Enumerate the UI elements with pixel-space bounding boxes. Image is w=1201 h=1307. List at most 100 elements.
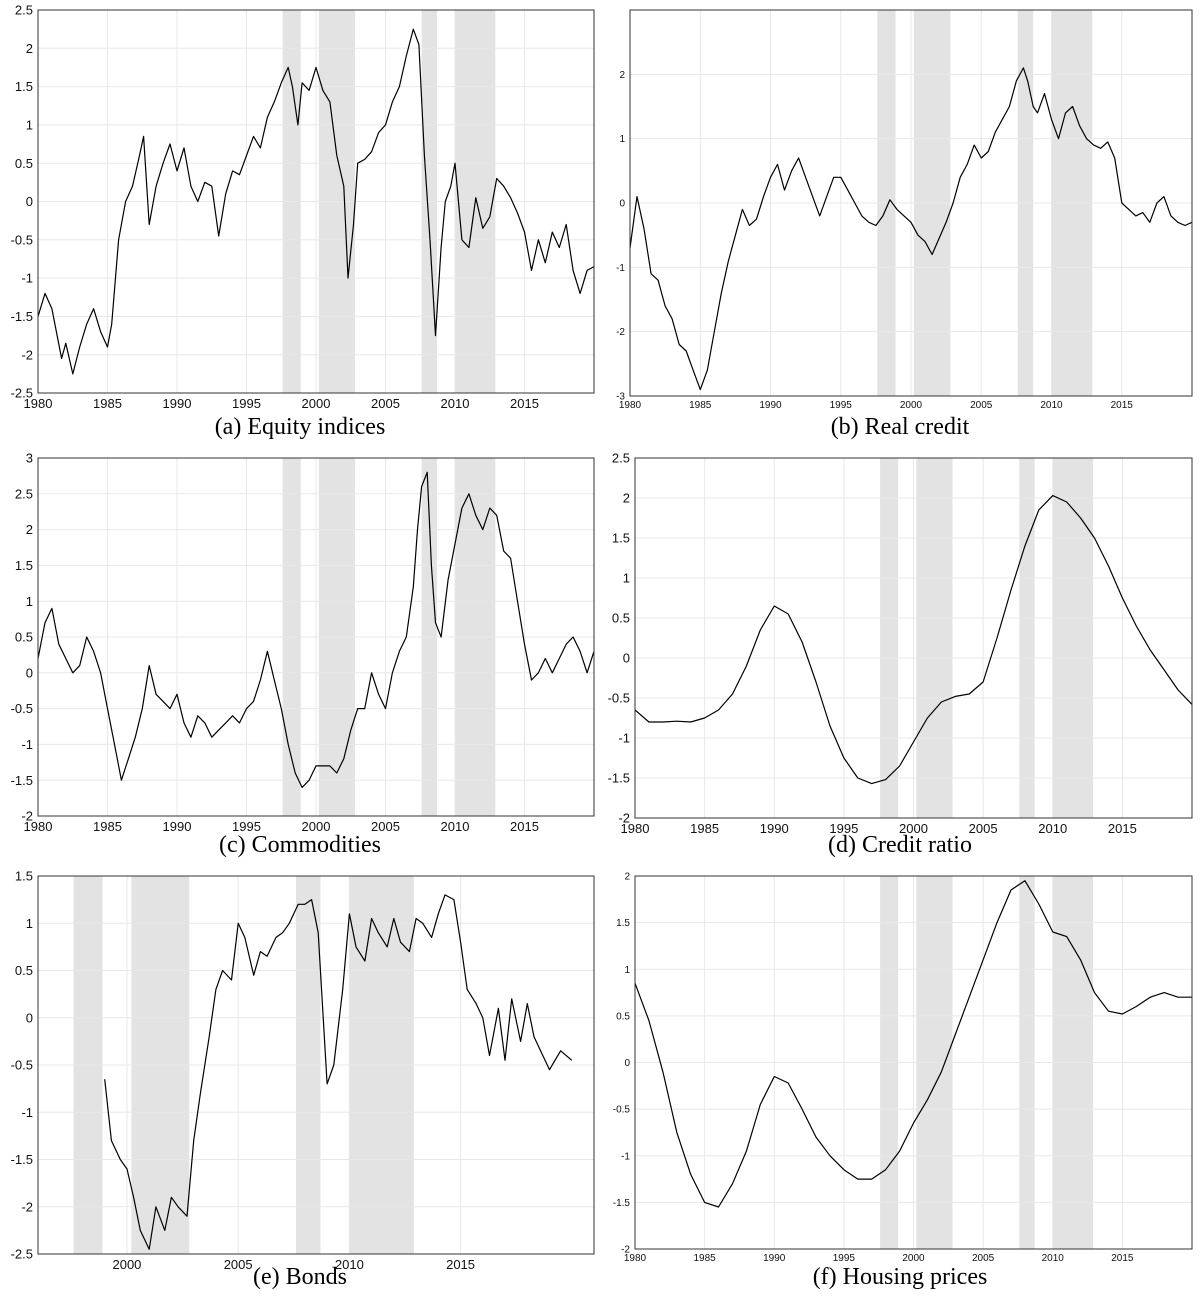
y-tick-label: 3 (26, 451, 33, 466)
y-tick-label: 1 (619, 134, 625, 145)
y-tick-label: 0.5 (612, 611, 630, 626)
x-tick-label: 1995 (833, 1253, 856, 1264)
panel-caption: (e) Bonds (253, 1264, 347, 1290)
x-tick-label: 2000 (899, 821, 928, 836)
x-tick-label: 2015 (1108, 821, 1137, 836)
x-tick-label: 1990 (163, 396, 192, 411)
y-tick-label: -1.5 (613, 1198, 631, 1209)
x-tick-label: 1985 (694, 1253, 717, 1264)
x-tick-label: 1980 (621, 821, 650, 836)
x-tick-label: 2015 (1111, 1253, 1134, 1264)
x-tick-label: 2000 (302, 819, 331, 834)
x-tick-label: 2010 (1040, 400, 1063, 411)
y-tick-label: -1.5 (11, 1152, 33, 1167)
x-tick-label: 1995 (829, 821, 858, 836)
x-tick-label: 2015 (446, 1257, 475, 1272)
x-tick-label: 1990 (759, 400, 782, 411)
y-tick-label: -0.5 (11, 701, 33, 716)
x-tick-label: 1980 (24, 396, 53, 411)
panel-caption: (b) Real credit (831, 414, 970, 440)
y-tick-label: 1 (623, 571, 630, 586)
y-tick-label: 0.5 (616, 1011, 630, 1022)
series-line (634, 880, 1192, 1208)
plot-frame (634, 457, 1193, 819)
y-tick-label: 0 (624, 1058, 630, 1069)
series-line (629, 67, 1193, 391)
chart-panel-3: 1980 1985 1990 1995 2000 2005 2010 2015 -2 -1.5 -1… (11, 451, 595, 858)
y-tick-label: -0.5 (608, 691, 630, 706)
y-tick-label: -1 (621, 1151, 630, 1162)
x-tick-label: 2000 (112, 1257, 141, 1272)
y-tick-label: 0 (619, 199, 625, 210)
x-tick-label: 2010 (441, 819, 470, 834)
plot-frame (629, 9, 1193, 397)
x-tick-label: 1985 (93, 819, 122, 834)
x-tick-label: 2005 (969, 821, 998, 836)
y-tick-label: -1 (21, 737, 33, 752)
x-tick-label: 1985 (93, 396, 122, 411)
x-tick-label: 2000 (302, 396, 331, 411)
y-tick-label: 0 (26, 665, 33, 680)
panel-caption: (a) Equity indices (215, 414, 386, 440)
y-tick-label: 2 (26, 41, 33, 56)
series-line (37, 471, 595, 788)
y-tick-label: -3 (616, 392, 625, 403)
recession-band (1019, 458, 1035, 818)
x-tick-label: 1990 (163, 819, 192, 834)
series-line (634, 495, 1193, 785)
y-tick-label: -0.5 (11, 1058, 33, 1073)
y-tick-label: -1 (616, 263, 625, 274)
x-tick-label: 1980 (619, 400, 642, 411)
y-tick-label: 0 (623, 651, 630, 666)
y-tick-label: -1.5 (11, 309, 33, 324)
recession-band (916, 458, 953, 818)
x-tick-label: 2015 (1111, 400, 1134, 411)
panel-caption: (f) Housing prices (813, 1264, 988, 1290)
y-tick-label: -2 (21, 1199, 33, 1214)
y-tick-label: 1 (26, 117, 33, 132)
y-tick-label: -1 (618, 731, 630, 746)
x-tick-label: 1980 (24, 819, 53, 834)
plot-frame (37, 457, 595, 817)
recession-band (1052, 458, 1094, 818)
y-tick-label: -2 (618, 811, 630, 826)
y-tick-label: -2.5 (11, 386, 33, 401)
chart-panel-1: 1980 1985 1990 1995 2000 2005 2010 2015 -2.5 -2 -1… (11, 3, 595, 440)
y-tick-label: 1 (26, 594, 33, 609)
y-tick-label: 0 (26, 194, 33, 209)
x-tick-label: 2005 (224, 1257, 253, 1272)
x-tick-label: 2000 (902, 1253, 925, 1264)
plot-frame (634, 875, 1193, 1250)
y-tick-label: 1 (26, 916, 33, 931)
y-tick-label: 1 (624, 965, 630, 976)
y-tick-label: 0.5 (15, 963, 33, 978)
plot-frame (37, 875, 595, 1255)
panel-caption: (d) Credit ratio (828, 832, 972, 858)
x-tick-label: 1990 (763, 1253, 786, 1264)
y-tick-label: -1.5 (11, 773, 33, 788)
y-tick-label: -2.5 (11, 1247, 33, 1262)
x-tick-label: 2005 (972, 1253, 995, 1264)
y-tick-label: 1.5 (15, 869, 33, 884)
chart-panel-5: 2000 2005 2010 2015 -2.5 -2 -1.5 -1 -0.5 0 0.5 1 1.5… (11, 869, 595, 1290)
x-tick-label: 1995 (232, 396, 261, 411)
y-tick-label: 1.5 (612, 531, 630, 546)
y-tick-label: -0.5 (613, 1105, 631, 1116)
x-tick-label: 1985 (690, 821, 719, 836)
panel-caption: (c) Commodities (219, 832, 381, 858)
x-tick-label: 2005 (970, 400, 993, 411)
y-tick-label: -1 (21, 271, 33, 286)
recession-band (880, 458, 899, 818)
y-tick-label: -1 (21, 1105, 33, 1120)
y-tick-label: -2 (21, 809, 33, 824)
y-tick-label: 2.5 (15, 486, 33, 501)
x-tick-label: 2010 (441, 396, 470, 411)
y-tick-label: 2.5 (612, 451, 630, 466)
x-tick-label: 2010 (1038, 821, 1067, 836)
y-tick-label: 2 (623, 491, 630, 506)
y-tick-label: 0.5 (15, 156, 33, 171)
x-tick-label: 1995 (830, 400, 853, 411)
chart-panel-4: 1980 1985 1990 1995 2000 2005 2010 2015 -2 -1.5 -1… (608, 451, 1193, 858)
y-tick-label: 0 (26, 1010, 33, 1025)
